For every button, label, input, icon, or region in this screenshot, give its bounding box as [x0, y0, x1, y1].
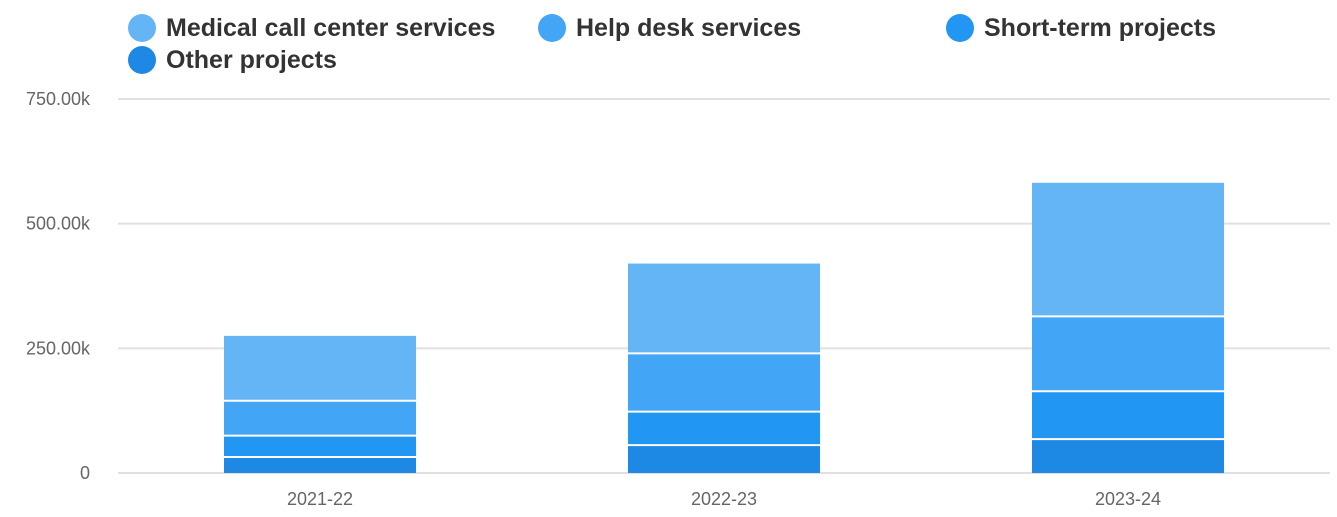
- bar-segment: [628, 263, 820, 354]
- bar-segment: [628, 353, 820, 412]
- bar-segment: [224, 435, 416, 458]
- bar-segment: [224, 457, 416, 473]
- bar-segment: [628, 411, 820, 446]
- bar-segment: [1032, 182, 1224, 317]
- x-tick-label: 2023-24: [1095, 489, 1161, 509]
- x-tick-label: 2022-23: [691, 489, 757, 509]
- bar-segment: [224, 400, 416, 436]
- bar-segment: [1032, 439, 1224, 473]
- y-tick-label: 500.00k: [26, 214, 91, 234]
- legend-label: Help desk services: [576, 13, 802, 42]
- bar-segment: [1032, 391, 1224, 440]
- bar-segment: [628, 445, 820, 473]
- legend-label: Short-term projects: [984, 13, 1216, 42]
- bar-segment: [224, 335, 416, 401]
- legend-swatch: [538, 14, 566, 42]
- legend-item-medical-call-center[interactable]: Medical call center services: [128, 12, 495, 44]
- legend-label: Medical call center services: [166, 13, 496, 42]
- y-tick-label: 0: [80, 463, 90, 483]
- bar-segment: [1032, 316, 1224, 392]
- x-tick-label: 2021-22: [287, 489, 353, 509]
- legend-swatch: [946, 14, 974, 42]
- legend-item-help-desk[interactable]: Help desk services: [538, 12, 801, 44]
- legend-swatch: [128, 14, 156, 42]
- legend-item-other-projects[interactable]: Other projects: [128, 44, 337, 76]
- legend-label: Other projects: [166, 45, 337, 74]
- legend-swatch: [128, 46, 156, 74]
- legend-item-short-term[interactable]: Short-term projects: [946, 12, 1216, 44]
- y-tick-label: 250.00k: [26, 338, 91, 358]
- y-tick-label: 750.00k: [26, 89, 91, 109]
